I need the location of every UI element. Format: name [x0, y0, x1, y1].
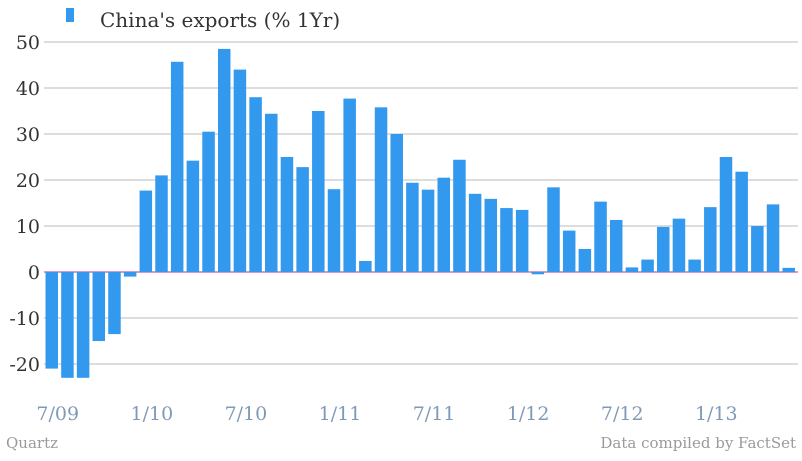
bar: [76, 272, 90, 378]
bar: [406, 182, 419, 272]
bar: [249, 97, 262, 272]
y-tick-label: 0: [28, 262, 40, 284]
bar: [390, 134, 403, 272]
footer-source-left: Quartz: [6, 434, 58, 452]
footer-source-right: Data compiled by FactSet: [600, 434, 796, 452]
bar: [547, 187, 560, 272]
bar: [782, 267, 795, 272]
x-tick-label: 7/12: [601, 403, 644, 425]
bar: [327, 189, 341, 272]
bar-series: [45, 48, 795, 378]
bar: [217, 48, 231, 273]
x-tick-label: 1/10: [130, 403, 173, 425]
y-tick-label: -10: [9, 308, 40, 330]
bar: [280, 157, 294, 272]
bar: [233, 69, 247, 272]
bar: [45, 272, 58, 369]
bar: [766, 204, 780, 272]
x-tick-label: 1/12: [507, 403, 550, 425]
bar: [500, 208, 513, 272]
bar: [265, 113, 278, 272]
bar: [704, 207, 717, 272]
bar: [92, 272, 106, 341]
bar: [421, 189, 435, 272]
bar: [515, 209, 529, 272]
y-tick-label: -20: [9, 354, 40, 376]
bar: [108, 272, 121, 335]
x-tick-label: 7/11: [413, 403, 456, 425]
x-tick-label: 1/11: [319, 403, 362, 425]
bar: [186, 160, 200, 272]
bar: [641, 259, 654, 272]
bar: [609, 220, 623, 272]
bar: [562, 230, 576, 272]
bar: [155, 175, 168, 272]
y-tick-label: 40: [16, 78, 40, 100]
bar: [688, 259, 701, 272]
x-tick-label: 7/09: [36, 403, 79, 425]
bar: [170, 61, 184, 272]
bar: [296, 167, 309, 272]
bar: [139, 190, 153, 272]
y-tick-label: 50: [16, 32, 40, 54]
y-axis-ticks: 50 40 30 20 10 0 -10 -20: [9, 32, 40, 376]
bar: [531, 272, 545, 275]
legend-label: China's exports (% 1Yr): [100, 8, 340, 32]
legend-swatch: [66, 8, 74, 22]
x-tick-label: 1/13: [695, 403, 738, 425]
bar: [751, 226, 764, 272]
bar: [374, 107, 388, 272]
y-tick-label: 30: [16, 124, 40, 146]
bar: [453, 159, 466, 272]
bar: [202, 131, 215, 272]
bar: [719, 157, 733, 272]
bar: [312, 111, 325, 272]
bar: [657, 226, 670, 272]
bar: [123, 272, 137, 277]
grid-lines: [44, 41, 798, 365]
bar: [672, 218, 686, 272]
bar: [735, 171, 748, 272]
x-axis-ticks: 7/09 1/10 7/10 1/11 7/11 1/12 7/12 1/13: [36, 403, 737, 425]
bar: [578, 249, 592, 272]
bar: [359, 260, 372, 272]
y-tick-label: 10: [16, 216, 40, 238]
bar: [594, 201, 607, 272]
bar: [343, 98, 356, 272]
bar: [61, 272, 74, 378]
legend: China's exports (% 1Yr): [66, 8, 340, 32]
bar: [484, 198, 498, 272]
bar: [625, 267, 639, 272]
bar: [468, 193, 482, 272]
y-tick-label: 20: [16, 170, 40, 192]
x-tick-label: 7/10: [225, 403, 268, 425]
bar: [437, 177, 450, 272]
